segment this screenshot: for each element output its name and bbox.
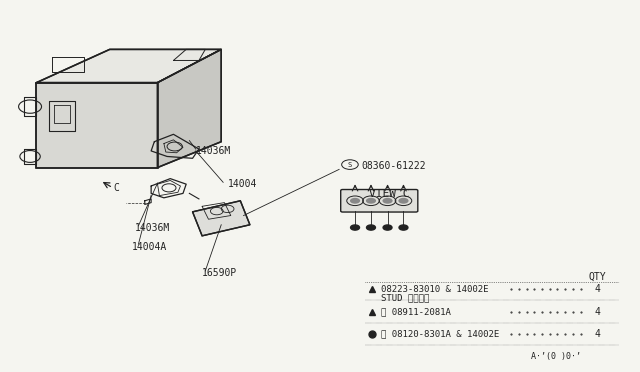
Text: C: C bbox=[113, 183, 119, 193]
FancyBboxPatch shape bbox=[340, 189, 418, 212]
Text: 08223-83010 & 14002E: 08223-83010 & 14002E bbox=[381, 285, 488, 294]
Text: 4: 4 bbox=[595, 329, 600, 339]
Polygon shape bbox=[36, 83, 157, 167]
Polygon shape bbox=[36, 49, 221, 83]
Circle shape bbox=[367, 225, 376, 230]
Text: QTY: QTY bbox=[588, 272, 606, 282]
Circle shape bbox=[366, 198, 376, 204]
Text: VIEW C: VIEW C bbox=[369, 189, 410, 199]
Text: A·’(0 )0·’: A·’(0 )0·’ bbox=[531, 352, 580, 361]
Text: 08360-61222: 08360-61222 bbox=[362, 161, 426, 171]
Circle shape bbox=[383, 198, 393, 204]
Polygon shape bbox=[157, 49, 221, 167]
Text: 14036M: 14036M bbox=[135, 224, 170, 234]
Circle shape bbox=[399, 225, 408, 230]
Text: S: S bbox=[348, 161, 352, 167]
Circle shape bbox=[350, 198, 360, 204]
Text: 4: 4 bbox=[595, 284, 600, 294]
Text: Ⓑ 08120-8301A & 14002E: Ⓑ 08120-8301A & 14002E bbox=[381, 329, 499, 338]
Text: STUD スタッド: STUD スタッド bbox=[381, 294, 429, 302]
Polygon shape bbox=[193, 201, 250, 236]
Text: 14004: 14004 bbox=[228, 179, 257, 189]
Circle shape bbox=[383, 225, 392, 230]
Circle shape bbox=[351, 225, 360, 230]
Circle shape bbox=[398, 198, 408, 204]
Text: 14004A: 14004A bbox=[132, 242, 167, 252]
Text: 16590P: 16590P bbox=[202, 268, 237, 278]
Text: 4: 4 bbox=[595, 307, 600, 317]
Text: 14036M: 14036M bbox=[196, 146, 231, 156]
Text: ⓓ 08911-2081A: ⓓ 08911-2081A bbox=[381, 307, 451, 316]
